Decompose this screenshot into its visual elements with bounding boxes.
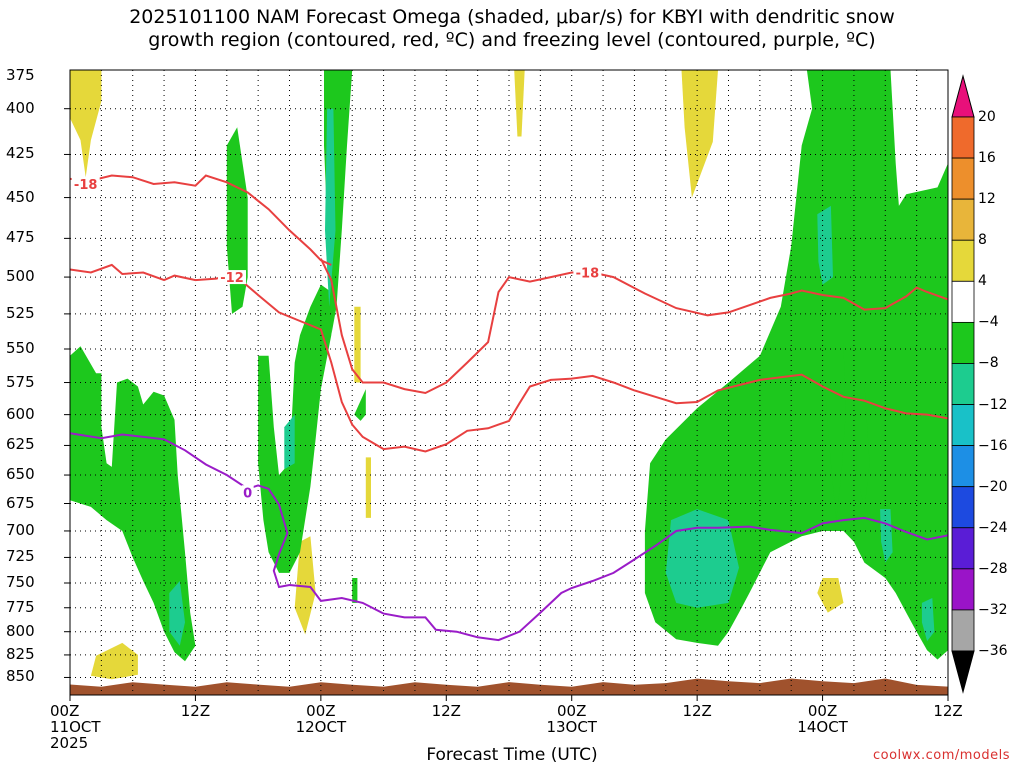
y-tick-label: 475: [6, 228, 35, 247]
contour-label-0: -18: [74, 178, 98, 193]
y-tick-label: 400: [6, 98, 35, 117]
colorbar-seg-6: [951, 363, 975, 405]
contour-0: [70, 174, 332, 266]
shaded-region-8: [70, 346, 196, 662]
colorbar-tick-label: 20: [978, 109, 996, 125]
shaded-region-6: [354, 306, 361, 383]
contour-label-2: -18: [576, 267, 600, 282]
shaded-region-21: [817, 205, 833, 285]
shaded-region-3: [681, 70, 718, 198]
shaded-region-12: [354, 389, 366, 421]
y-tick-label: 625: [6, 435, 35, 454]
x-axis-title: Forecast Time (UTC): [426, 745, 598, 765]
shaded-region-20: [665, 509, 739, 608]
colorbar-seg-8: [951, 445, 975, 488]
colorbar: [951, 74, 975, 694]
y-tick-label: 450: [6, 187, 35, 206]
colorbar-seg-3: [951, 239, 975, 282]
contour-label-1: -12: [220, 271, 244, 286]
shaded-region-2: [514, 70, 525, 137]
grid-lines: [70, 70, 948, 695]
shaded-region-9: [226, 127, 248, 314]
colorbar-seg-7: [951, 404, 975, 447]
shaded-region-0: [70, 70, 102, 178]
colorbar-tick-label: 12: [978, 191, 996, 208]
y-tick-label: 825: [6, 644, 35, 663]
colorbar-seg-10: [951, 527, 975, 570]
contour-1: [70, 263, 948, 453]
shaded-region-14: [644, 70, 948, 660]
y-tick-label: 650: [6, 465, 35, 484]
y-tick-label: 850: [6, 667, 35, 686]
colorbar-tick-label: −4: [978, 314, 999, 331]
colorbar-seg-4: [951, 280, 975, 323]
y-tick-label: 675: [6, 493, 35, 512]
shaded-region-19: [325, 108, 336, 307]
colorbar-seg-9: [951, 486, 975, 529]
shaded-region-18: [284, 414, 295, 470]
y-tick-label: 500: [6, 267, 35, 286]
colorbar-tick-label: −16: [978, 437, 1008, 454]
y-tick-label: 375: [6, 66, 35, 84]
shaded-region-1: [90, 642, 138, 680]
y-tick-label: 425: [6, 144, 35, 163]
shaded-region-15: [822, 328, 846, 521]
contour-label-bg-3: [241, 485, 254, 500]
colorbar-tick-label: −20: [978, 478, 1008, 495]
shaded-region-23: [921, 598, 935, 642]
y-tick-label: 750: [6, 573, 35, 591]
colorbar-tick-label: −36: [978, 643, 1008, 659]
y-tick-label: 775: [6, 597, 35, 616]
colorbar-seg-1: [951, 157, 975, 200]
colorbar-seg-11: [951, 568, 975, 611]
axis-ticks: [64, 108, 949, 701]
x-tick-label: 12Z: [682, 702, 712, 720]
x-tick-label: 12Z: [933, 702, 963, 720]
x-tick-label: 12Z: [180, 702, 211, 720]
shaded-region-4: [294, 536, 316, 635]
colorbar-tick-label: −24: [978, 519, 1008, 536]
colorbar-seg-2: [951, 198, 975, 241]
colorbar-tick-label: 16: [978, 150, 996, 167]
source-credit: coolwx.com/models: [872, 748, 1010, 763]
contour-label-bg-0: [71, 177, 100, 192]
colorbar-top-triangle: [951, 74, 975, 118]
colorbar-seg-5: [951, 321, 975, 364]
shaded-region-5: [365, 457, 371, 518]
contour-2: [320, 258, 948, 395]
colorbar-tick-label: −12: [978, 396, 1008, 413]
contour-label-bg-2: [573, 265, 602, 280]
y-tick-label: 725: [6, 547, 35, 566]
y-tick-label: 600: [6, 404, 35, 423]
y-tick-label: 550: [6, 338, 35, 357]
x-tick-label: 00Z 11OCT 2025: [50, 702, 101, 752]
contour-label-bg-1: [218, 270, 247, 285]
y-tick-label: 575: [6, 372, 35, 391]
x-tick-label: 00Z 13OCT: [546, 702, 597, 736]
colorbar-seg-12: [951, 609, 975, 652]
shaded-region-13: [352, 578, 358, 603]
colorbar-bottom-triangle: [951, 650, 975, 694]
shaded-region-7: [817, 578, 844, 613]
colorbar-tick-label: −28: [978, 560, 1008, 577]
colorbar-tick-label: −32: [978, 601, 1008, 618]
colorbar-tick-label: −8: [978, 355, 999, 372]
x-tick-label: 00Z 12OCT: [295, 702, 347, 736]
colorbar-tick-label: 4: [978, 273, 987, 290]
y-tick-label: 700: [6, 520, 35, 539]
shaded-region-17: [169, 581, 185, 646]
contour-label-3: 0: [243, 486, 252, 501]
contours: -18 -12 -18 0: [70, 174, 948, 642]
x-tick-label: 00Z 14OCT: [797, 702, 848, 736]
x-tick-label: 12Z: [431, 702, 461, 720]
y-tick-label: 525: [6, 303, 35, 322]
chart-title: 2025101100 NAM Forecast Omega (shaded, μ…: [129, 6, 895, 51]
y-tick-label: 800: [6, 621, 35, 640]
colorbar-tick-label: 8: [978, 232, 987, 249]
